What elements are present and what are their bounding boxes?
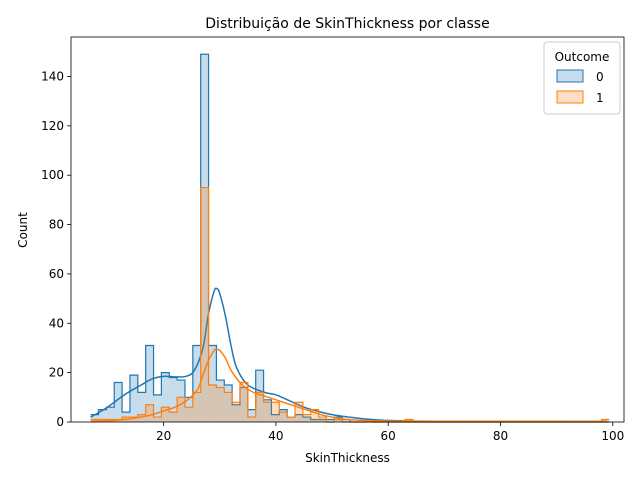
- histogram-bar: [106, 407, 115, 422]
- histogram-bar: [153, 394, 162, 422]
- legend-frame: [543, 41, 621, 115]
- y-tick-label: 120: [41, 119, 64, 133]
- histogram-bar: [177, 380, 185, 422]
- kde-line: [90, 287, 608, 423]
- histogram-step-outline: [90, 53, 610, 423]
- histogram-bar: [255, 370, 264, 422]
- x-tick-label: 20: [156, 429, 171, 443]
- histogram-bar: [137, 414, 146, 422]
- histogram-bar: [310, 419, 319, 422]
- y-tick-label: 140: [41, 69, 64, 83]
- y-axis-label: Count: [16, 212, 30, 248]
- histogram-bar: [208, 345, 217, 422]
- histogram-bar: [247, 409, 256, 422]
- y-tick-label: 20: [49, 366, 64, 380]
- chart-title: Distribuição de SkinThickness por classe: [205, 16, 489, 32]
- histogram-bar: [161, 372, 170, 422]
- histogram-bar: [263, 402, 272, 422]
- x-tick-label: 60: [381, 429, 396, 443]
- histogram-bar: [342, 419, 351, 422]
- histogram-bar: [232, 404, 240, 422]
- histogram-bar: [216, 387, 225, 422]
- legend-label-0: 0: [596, 70, 604, 84]
- histogram-bar: [200, 187, 209, 422]
- histogram-bar: [98, 409, 107, 422]
- y-tick-label: 0: [56, 415, 64, 429]
- histogram-bar: [279, 412, 288, 422]
- series-1: [90, 186, 610, 423]
- histogram-bar: [287, 417, 296, 422]
- histogram-bar: [200, 54, 209, 423]
- y-tick-label: 60: [49, 267, 64, 281]
- histogram-bar: [129, 417, 138, 422]
- x-tick-label: 80: [493, 429, 508, 443]
- histogram-bar: [295, 402, 303, 422]
- histogram-bar: [153, 417, 162, 422]
- histogram-bar: [145, 345, 154, 422]
- histogram-bar: [114, 382, 123, 422]
- histogram-bar: [271, 414, 280, 422]
- histogram-bar: [169, 377, 178, 422]
- y-tick-label: 40: [49, 316, 64, 330]
- histogram-bar: [184, 397, 193, 422]
- histogram-bar: [192, 345, 201, 422]
- series-0: [90, 53, 610, 423]
- histogram-bar: [239, 382, 248, 422]
- histogram-bar: [232, 402, 240, 422]
- histogram-bar: [184, 407, 193, 422]
- histogram-bar: [177, 397, 185, 422]
- legend: Outcome 0 1: [543, 41, 621, 115]
- histogram-bar: [263, 399, 272, 422]
- histogram-bar: [161, 407, 170, 422]
- histogram-bar: [302, 417, 311, 422]
- histogram-bar: [137, 392, 146, 422]
- histogram-bar: [90, 414, 99, 422]
- histogram-bar: [287, 417, 296, 422]
- histogram-bar: [169, 412, 178, 422]
- axes-frame: [70, 36, 625, 423]
- histogram-bar: [224, 384, 233, 422]
- histogram-bar: [318, 419, 327, 422]
- legend-title: Outcome: [555, 50, 610, 64]
- plot-area: [90, 53, 610, 423]
- histogram-bar: [239, 387, 248, 422]
- kde-line: [90, 348, 608, 423]
- histogram-bar: [255, 392, 264, 422]
- legend-swatch-1: [556, 90, 584, 104]
- histogram-bar: [271, 402, 280, 422]
- histogram-bar: [145, 404, 154, 422]
- histogram-bar: [318, 417, 327, 422]
- histogram-bar: [224, 392, 233, 422]
- x-tick-label: 40: [268, 429, 283, 443]
- histogram-bar: [334, 419, 343, 422]
- legend-label-1: 1: [596, 91, 604, 105]
- axes: 20 40 60 80 100 0 20 40 60 80 100 120 140: [41, 36, 625, 443]
- histogram-bar: [208, 384, 217, 422]
- histogram-bar: [216, 380, 225, 422]
- histogram-bar: [295, 414, 303, 422]
- x-tick-label: 100: [601, 429, 624, 443]
- histogram-bar: [247, 417, 256, 422]
- legend-swatch-0: [556, 69, 584, 83]
- y-tick-label: 80: [49, 218, 64, 232]
- histogram-bar: [302, 414, 311, 422]
- histogram-bar: [326, 419, 335, 422]
- histogram-bar: [310, 409, 319, 422]
- histogram-bar: [129, 375, 138, 422]
- x-axis-label: SkinThickness: [305, 451, 390, 465]
- histogram-bar: [279, 409, 288, 422]
- y-tick-label: 100: [41, 168, 64, 182]
- histogram-bar: [192, 392, 201, 422]
